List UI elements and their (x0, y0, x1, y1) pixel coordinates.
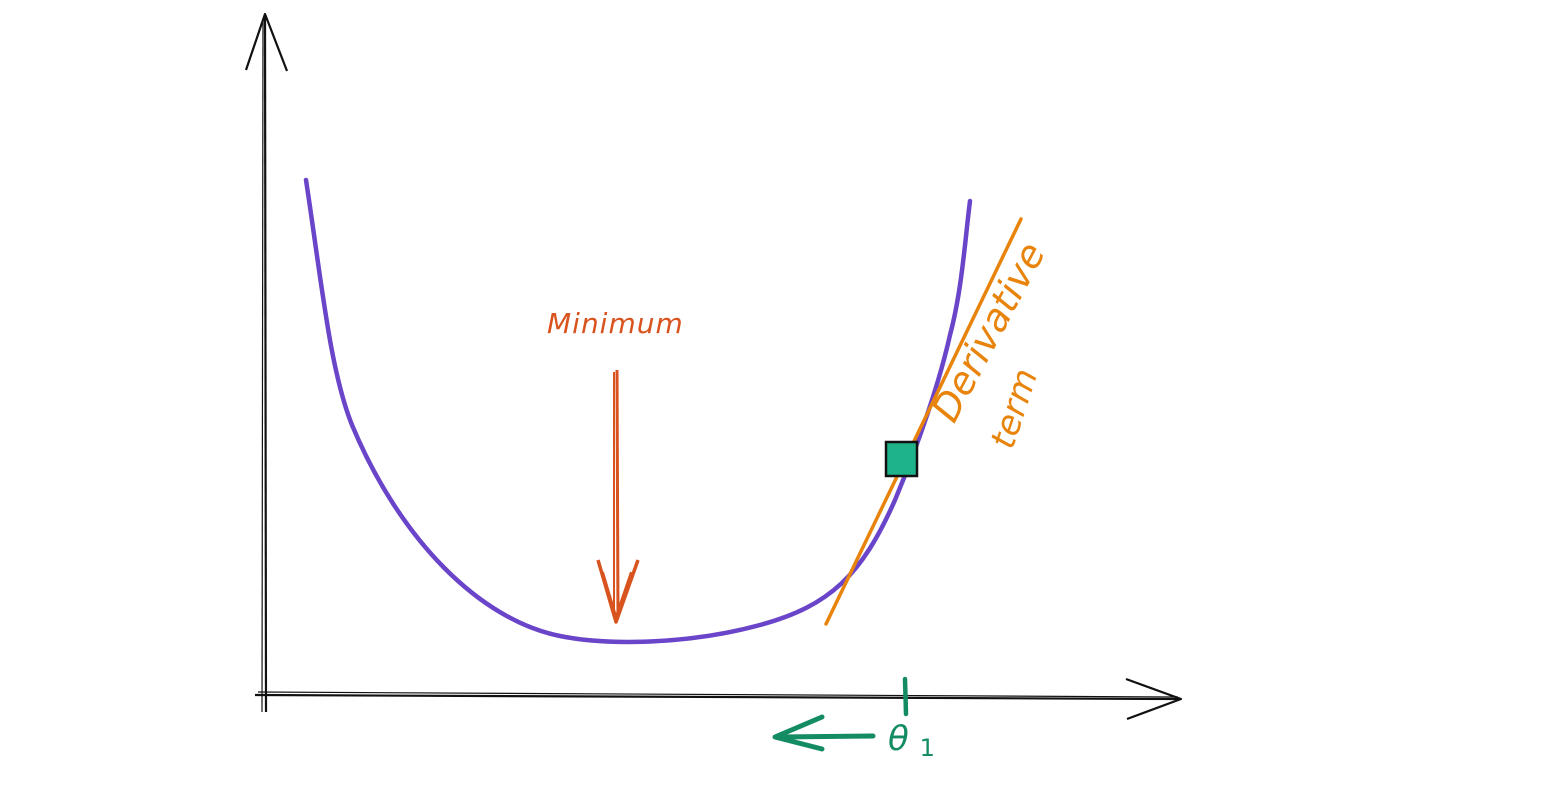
cost-curve (303, 177, 973, 645)
y-axis-line (263, 15, 268, 713)
x-axis-line-stroke2 (257, 691, 1179, 698)
y-axis-line-stroke2 (261, 19, 264, 713)
x-axis-line (254, 693, 1181, 701)
x-axis-arrow-icon (1125, 677, 1183, 721)
theta-tick (902, 676, 909, 717)
axes (244, 12, 1183, 721)
theta-symbol: θ (888, 719, 909, 759)
minimum-arrow-icon (596, 369, 640, 624)
tangent-line (824, 217, 1023, 626)
theta-subscript: 1 (920, 734, 935, 762)
derivative-label-line2: term (983, 364, 1046, 454)
minimum-label: Minimum (547, 307, 684, 340)
step-direction-arrow-icon (772, 714, 876, 752)
y-axis-arrow-icon (244, 12, 289, 72)
theta-label: θ 1 (888, 719, 935, 762)
current-point-marker (884, 440, 919, 478)
